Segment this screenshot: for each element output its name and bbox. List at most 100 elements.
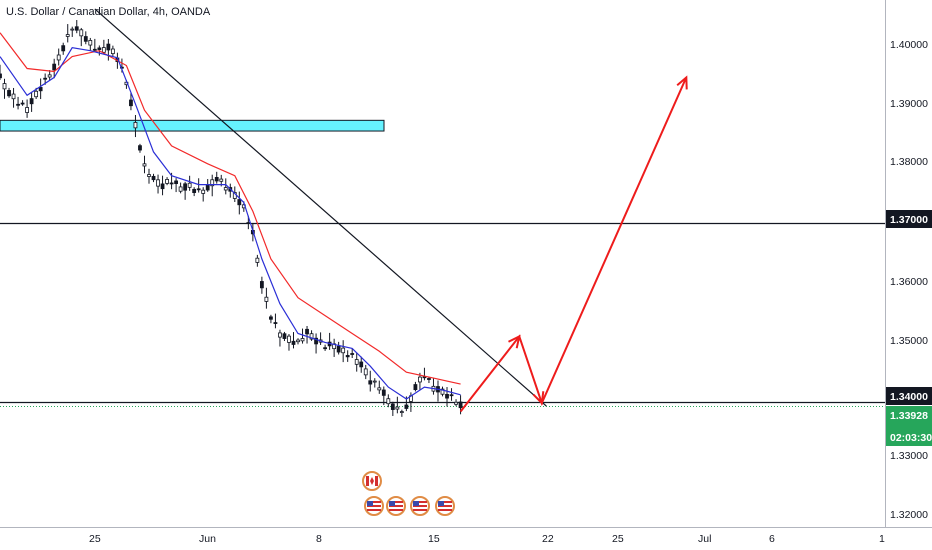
candle-body — [269, 316, 273, 320]
horizontal-levels[interactable] — [0, 222, 885, 407]
candle-body — [255, 257, 260, 263]
trendline[interactable] — [94, 8, 547, 407]
resistance-zone[interactable] — [0, 119, 385, 132]
candle-body — [52, 63, 57, 71]
candle-body — [79, 29, 84, 37]
candle-body — [174, 180, 178, 184]
price-tick: 1.40000 — [890, 39, 928, 51]
chart-title: U.S. Dollar / Canadian Dollar, 4h, OANDA — [6, 6, 211, 18]
us-flag-icon[interactable] — [364, 496, 384, 516]
candle-body — [440, 388, 445, 395]
candle-body — [354, 359, 359, 365]
projection-path[interactable] — [459, 76, 688, 413]
candle-body — [83, 36, 88, 42]
projection-arrowhead — [676, 75, 688, 90]
price-axis[interactable]: 1.40000 1.39000 1.38000 1.36000 1.35000 … — [885, 0, 932, 527]
time-tick: 1 — [879, 533, 885, 545]
us-flag-icon[interactable] — [435, 496, 455, 516]
price-tag-current-text: 1.33928 — [890, 410, 928, 422]
candle-body — [404, 404, 409, 409]
candle-body — [246, 222, 251, 224]
candle-body — [201, 189, 206, 194]
candle-body — [314, 337, 318, 345]
candle-body — [413, 384, 418, 391]
candle-body — [70, 28, 75, 31]
candle-body — [445, 394, 449, 399]
candle-body — [214, 177, 219, 182]
candle-body — [92, 48, 97, 51]
candle-body — [449, 394, 454, 397]
candle-body — [210, 179, 215, 187]
candle-body — [363, 368, 368, 376]
candle-body — [97, 47, 102, 50]
price-tag-current — [886, 406, 932, 446]
projection-arrowhead — [532, 391, 545, 406]
candle-body — [219, 178, 224, 182]
candle-body — [11, 93, 16, 100]
candles — [0, 20, 463, 417]
us-flag-icon[interactable] — [386, 496, 406, 516]
candle-body — [61, 45, 66, 52]
candle-body — [88, 40, 93, 46]
candle-body — [278, 332, 282, 338]
us-flag-icon[interactable] — [410, 496, 430, 516]
candle-body — [341, 347, 346, 354]
candle-body — [309, 333, 314, 340]
time-tick: Jul — [698, 533, 711, 545]
candle-body — [34, 90, 39, 98]
price-tick: 1.38000 — [890, 156, 928, 168]
time-tick: 8 — [316, 533, 322, 545]
time-tick: 6 — [769, 533, 775, 545]
time-axis[interactable]: 25 Jun 8 15 22 25 Jul 6 1 — [0, 527, 932, 546]
time-tick: 15 — [428, 533, 440, 545]
countdown-text: 02:03:30 — [890, 432, 932, 444]
time-tick: Jun — [199, 533, 216, 545]
candle-body — [282, 333, 287, 339]
candle-body — [65, 34, 70, 37]
candle-body — [138, 145, 142, 151]
ema-fast-line — [0, 47, 461, 400]
candle-body — [165, 179, 169, 184]
candle-body — [38, 87, 43, 92]
candle-body — [20, 102, 25, 105]
candle-body — [273, 322, 278, 324]
time-tick: 25 — [612, 533, 624, 545]
event-flags[interactable] — [362, 471, 455, 516]
candle-body — [237, 199, 242, 206]
candle-body — [151, 175, 156, 181]
candle-body — [287, 335, 291, 343]
candle-body — [381, 389, 386, 396]
candle-body — [147, 174, 151, 177]
candle-body — [106, 43, 111, 51]
candle-body — [427, 378, 431, 380]
candle-body — [345, 355, 350, 358]
candle-body — [300, 338, 305, 342]
candle-body — [291, 340, 296, 345]
time-tick: 25 — [89, 533, 101, 545]
candle-body — [350, 353, 355, 355]
price-tick: 1.39000 — [890, 98, 928, 110]
candle-body — [196, 188, 201, 191]
candle-body — [101, 47, 106, 53]
candle-body — [336, 345, 341, 353]
price-tag-level-low-text: 1.34000 — [890, 391, 928, 403]
price-tag-level-high — [886, 210, 932, 228]
candle-body — [56, 54, 61, 61]
resistance-zone-box — [0, 119, 385, 132]
candle-body — [305, 328, 309, 335]
candle-body — [183, 183, 188, 191]
candle-body — [368, 380, 373, 385]
price-tick: 1.36000 — [890, 276, 928, 288]
canada-flag-icon[interactable] — [362, 471, 382, 491]
time-tick: 22 — [542, 533, 554, 545]
candle-body — [359, 361, 364, 368]
candle-body — [0, 73, 2, 79]
candle-body — [47, 74, 52, 78]
candle-body — [142, 163, 147, 167]
candle-body — [187, 182, 192, 188]
candle-body — [29, 98, 34, 105]
candle-body — [160, 183, 165, 190]
candle-body — [110, 48, 115, 55]
